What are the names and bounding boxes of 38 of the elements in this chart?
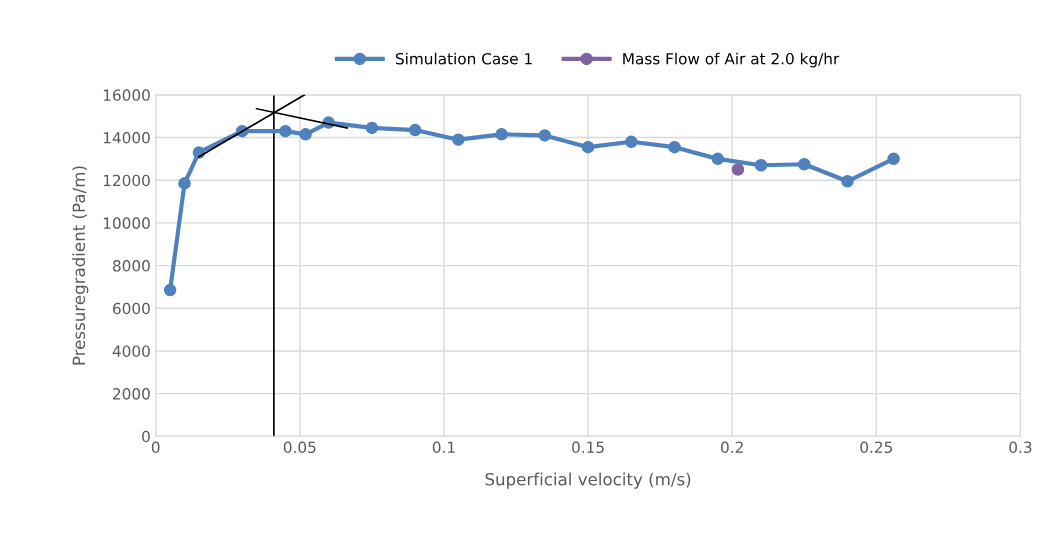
point (279, 124, 292, 138)
y-tick-label: 14000 (103, 132, 150, 144)
x-tick-label: 0.15 (572, 441, 604, 453)
point (299, 128, 312, 141)
point (452, 133, 465, 146)
x-tick-label: 0.25 (860, 441, 892, 453)
y-tick-label: 12000 (103, 174, 150, 187)
x-tick-label: 0 (151, 441, 160, 453)
y-axis-title: Pressuregradient (Pa/m) (72, 166, 89, 365)
y-tick-label: 8000 (112, 260, 150, 272)
y-tick-label: 10000 (103, 217, 150, 229)
point (887, 152, 900, 166)
x-tick-label: 0.1 (432, 441, 455, 453)
point (841, 175, 854, 188)
point (711, 152, 725, 166)
point (178, 177, 191, 190)
point (495, 128, 508, 141)
legend-label: Simulation Case 1 (395, 52, 532, 65)
point (668, 140, 681, 154)
x-tick-label: 0.2 (721, 441, 743, 453)
point (538, 129, 552, 142)
legend-label: Mass Flow of Air at 2.0 kg/hr (623, 52, 840, 68)
x-tick-label: 0.3 (1009, 441, 1032, 453)
y-tick-label: 0 (142, 430, 150, 443)
y-tick-label: 2000 (113, 388, 150, 400)
x-tick-label: 0.05 (283, 441, 316, 453)
point (581, 140, 595, 154)
y-tick-label: 6000 (113, 302, 150, 315)
point (798, 157, 811, 171)
point (731, 163, 745, 176)
point (365, 121, 379, 135)
x-axis-title: Superficial velocity (m/s) (485, 472, 691, 489)
y-tick-label: 16000 (103, 89, 150, 101)
point (625, 135, 638, 149)
point (754, 159, 768, 172)
y-tick-label: 4000 (112, 345, 150, 357)
point (163, 283, 177, 297)
point (408, 123, 422, 137)
